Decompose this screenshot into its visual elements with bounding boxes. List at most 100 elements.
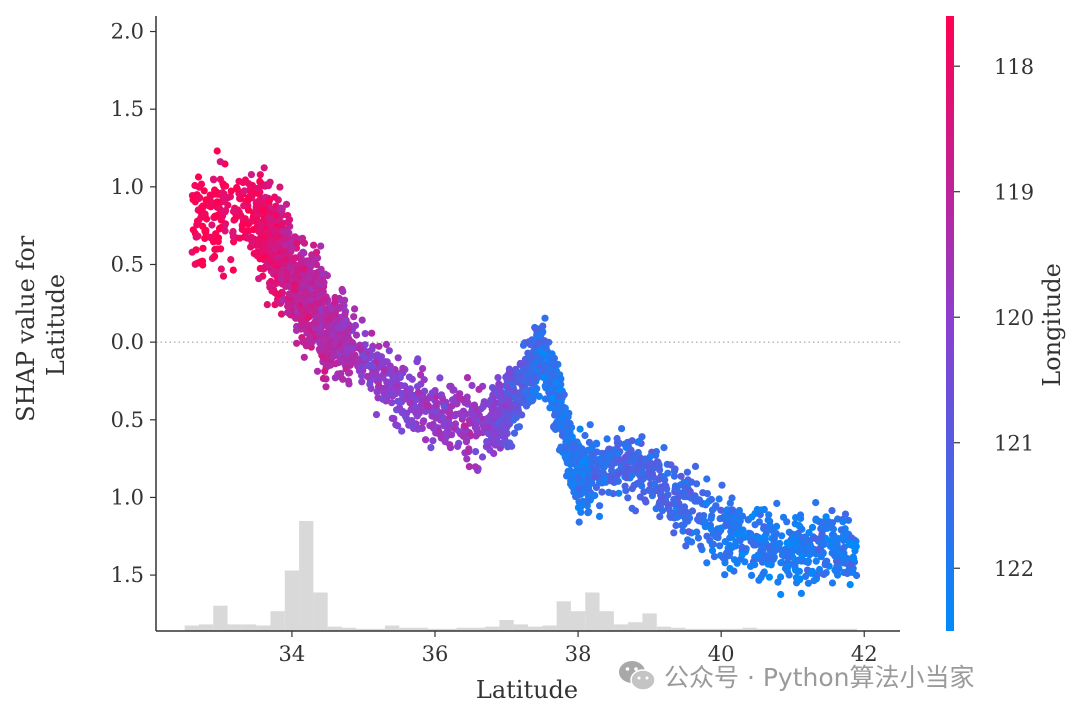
scatter-point	[707, 495, 716, 504]
scatter-point	[797, 514, 805, 523]
scatter-point	[256, 177, 264, 185]
scatter-point	[775, 541, 783, 549]
scatter-point	[843, 569, 851, 578]
scatter-point	[726, 499, 734, 507]
scatter-point	[197, 180, 206, 188]
scatter-point	[815, 545, 823, 553]
feature-histogram	[184, 521, 858, 631]
scatter-point	[406, 388, 414, 396]
scatter-point	[312, 261, 321, 269]
histogram-bar	[642, 613, 657, 631]
scatter-point	[472, 448, 480, 456]
scatter-point	[344, 377, 353, 385]
scatter-point	[670, 472, 679, 480]
scatter-point	[598, 477, 606, 485]
scatter-point	[267, 277, 275, 286]
y-tick-label: 1.5	[111, 97, 144, 121]
scatter-point	[313, 248, 321, 256]
histogram-bar	[742, 627, 757, 631]
scatter-point	[715, 495, 723, 503]
scatter-point	[409, 419, 417, 427]
scatter-point	[463, 374, 472, 382]
scatter-point	[440, 402, 448, 411]
colorbar-tick-label: 119	[994, 181, 1034, 205]
scatter-point	[257, 221, 265, 229]
scatter-point	[209, 175, 218, 183]
scatter-point	[401, 412, 409, 420]
scatter-point	[207, 233, 215, 241]
histogram-bar	[227, 624, 242, 631]
scatter-point	[723, 506, 731, 514]
histogram-bar	[599, 611, 614, 631]
scatter-point	[282, 200, 291, 208]
scatter-point	[229, 227, 237, 236]
histogram-bar	[570, 611, 586, 631]
histogram-bar	[714, 628, 729, 631]
scatter-point	[315, 345, 323, 353]
scatter-point	[832, 553, 840, 561]
scatter-point	[191, 260, 199, 268]
scatter-point	[538, 329, 546, 337]
scatter-point	[624, 494, 632, 502]
scatter-point	[216, 224, 224, 232]
scatter-point	[310, 319, 318, 327]
scatter-point	[378, 360, 386, 368]
scatter-point	[256, 255, 264, 263]
colorbar-tick-label: 121	[994, 432, 1034, 456]
scatter-point	[488, 384, 497, 392]
scatter-point	[210, 253, 218, 261]
scatter-point	[281, 228, 289, 236]
scatter-point	[504, 443, 512, 451]
scatter-point	[533, 366, 541, 374]
scatter-point	[299, 338, 307, 346]
scatter-point	[478, 453, 487, 461]
scatter-point	[735, 506, 744, 515]
scatter-point	[579, 477, 587, 485]
scatter-point	[756, 535, 764, 543]
scatter-point	[793, 530, 801, 539]
scatter-point	[313, 278, 321, 287]
scatter-point	[655, 461, 663, 469]
x-tick-label: 34	[279, 642, 306, 666]
scatter-point	[549, 369, 557, 377]
scatter-point	[834, 535, 842, 543]
scatter-point	[819, 540, 827, 548]
scatter-point	[432, 408, 440, 416]
scatter-point	[246, 186, 254, 194]
scatter-point	[846, 581, 854, 589]
scatter-point	[375, 373, 383, 381]
scatter-point	[613, 439, 622, 447]
scatter-point	[708, 547, 717, 555]
scatter-point	[441, 430, 449, 438]
scatter-point	[329, 353, 337, 361]
scatter-point	[728, 533, 736, 541]
scatter-point	[784, 562, 792, 571]
scatter-point	[319, 276, 327, 285]
scatter-point	[236, 195, 244, 203]
scatter-point	[621, 453, 629, 461]
scatter-point	[339, 287, 347, 295]
histogram-bar	[313, 592, 328, 631]
scatter-point	[293, 265, 302, 273]
scatter-point	[192, 246, 200, 254]
scatter-point	[703, 475, 711, 483]
scatter-point	[280, 247, 288, 255]
scatter-point	[221, 208, 229, 216]
scatter-point	[420, 376, 428, 384]
scatter-point	[541, 314, 549, 322]
scatter-point	[463, 455, 471, 463]
scatter-point	[307, 295, 315, 304]
scatter-point	[799, 533, 807, 542]
scatter-point	[648, 470, 656, 478]
scatter-point	[328, 323, 336, 331]
y-tick-label: 0.0	[111, 330, 144, 354]
histogram-bar	[442, 628, 457, 631]
scatter-point	[779, 513, 788, 521]
histogram-bar	[342, 627, 357, 631]
scatter-point	[808, 567, 817, 576]
wechat-icon	[618, 659, 656, 693]
scatter-point	[700, 511, 708, 520]
scatter-point	[797, 589, 806, 598]
scatter-point	[527, 371, 535, 379]
